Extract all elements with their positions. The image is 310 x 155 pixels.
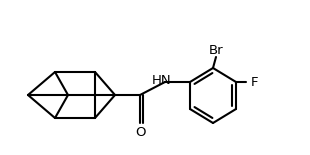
Text: HN: HN <box>152 73 172 86</box>
Text: F: F <box>250 75 258 89</box>
Text: Br: Br <box>209 44 223 57</box>
Text: O: O <box>135 126 145 140</box>
